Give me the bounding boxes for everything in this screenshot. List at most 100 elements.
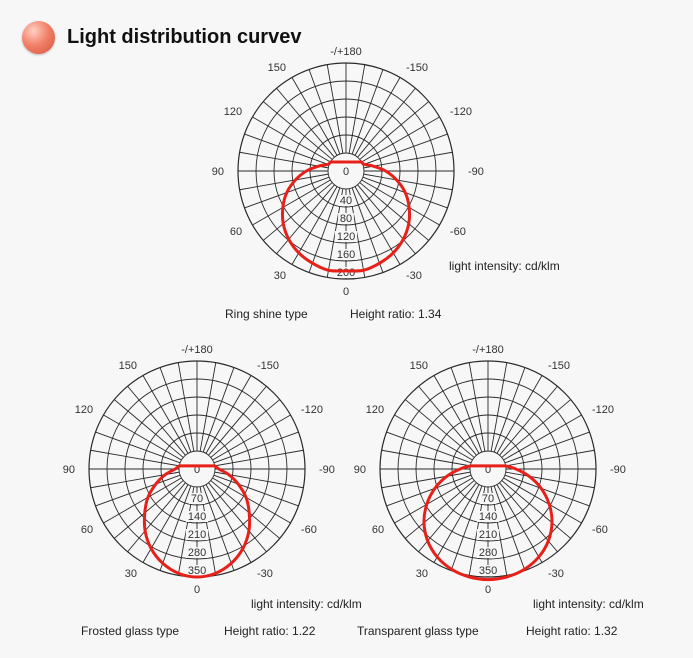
grid-spoke — [496, 375, 543, 454]
intensity-curve — [280, 160, 412, 273]
angle-label: -30 — [406, 270, 422, 282]
ring-label: 70 — [191, 493, 203, 505]
grid-spoke — [503, 414, 582, 461]
grid-spoke — [505, 449, 595, 467]
angle-label: 30 — [416, 568, 428, 580]
angle-label: 60 — [81, 524, 93, 536]
angle-label: 30 — [125, 568, 137, 580]
grid-spoke — [202, 485, 235, 571]
ring-label: 210 — [188, 529, 206, 541]
grid-spoke — [276, 184, 335, 255]
grid-spoke — [361, 116, 440, 163]
polar-chart-ring-shine: 0 40 80 120 160 200 -/+180 150 120 90 60 30 0 -30 -60 -… — [212, 46, 484, 298]
angle-label: 90 — [212, 166, 224, 178]
grid-spoke — [490, 362, 508, 452]
ring-label: 140 — [479, 511, 497, 523]
angle-label: -150 — [257, 360, 279, 372]
grid-spoke — [496, 484, 543, 563]
grid-spoke — [103, 414, 182, 461]
grid-spoke — [213, 431, 299, 464]
grid-spoke — [199, 362, 217, 452]
ring-label: 350 — [479, 565, 497, 577]
height-ratio-ring-shine: Height ratio: 1.34 — [350, 307, 442, 321]
grid-spoke — [404, 480, 475, 539]
grid-spoke — [503, 477, 582, 524]
angle-label: 60 — [372, 524, 384, 536]
grid-spoke — [501, 399, 572, 458]
angle-label: 120 — [75, 404, 93, 416]
angle-label: 90 — [354, 464, 366, 476]
polar-grid: 0 70 140 210 280 350 -/+180 150 120 90 60 30 0 -30 -60… — [354, 344, 626, 596]
angle-label: 90 — [63, 464, 75, 476]
grid-spoke — [142, 375, 189, 454]
height-ratio-frosted-glass: Height ratio: 1.22 — [224, 624, 316, 638]
angle-label: -120 — [592, 404, 614, 416]
ring-label-bg — [480, 493, 496, 504]
ring-label: 140 — [188, 511, 206, 523]
grid-spoke — [159, 485, 192, 571]
ring-label-bg — [483, 464, 493, 475]
grid-spoke — [159, 367, 192, 453]
ring-label: 200 — [337, 267, 355, 279]
grid-spoke — [354, 77, 401, 156]
grid-spoke — [291, 77, 338, 156]
angle-label: -60 — [450, 226, 466, 238]
ring-label: 280 — [188, 547, 206, 559]
polar-chart-frosted-glass: 0 70 140 210 280 350 -/+180 150 120 90 60 30 0 -30 -60… — [63, 344, 335, 596]
grid-spoke — [239, 151, 329, 169]
ring-label: 70 — [482, 493, 494, 505]
ring-label-bg — [334, 231, 358, 242]
grid-spoke — [363, 151, 453, 169]
ring-label-bg — [185, 529, 209, 540]
grid-spoke — [326, 64, 344, 154]
grid-spoke — [499, 385, 558, 456]
angle-label: -120 — [301, 404, 323, 416]
angle-label: -60 — [592, 524, 608, 536]
grid-spoke — [113, 480, 184, 539]
type-label-transparent-glass: Transparent glass type — [357, 624, 479, 638]
angle-label: -150 — [406, 62, 428, 74]
ring-label-bg — [334, 267, 358, 278]
unit-label-transparent-glass: light intensity: cd/klm — [533, 597, 644, 611]
angle-label: -90 — [610, 464, 626, 476]
grid-spoke — [276, 87, 335, 158]
grid-spoke — [214, 449, 304, 467]
grid-spoke — [357, 87, 416, 158]
grid-spoke — [433, 484, 480, 563]
intensity-curve — [422, 464, 554, 582]
grid-spoke — [90, 449, 180, 467]
grid-spoke — [359, 182, 430, 241]
grid-spoke — [351, 69, 384, 155]
grid-spoke — [357, 184, 416, 255]
angle-label: -/+180 — [181, 344, 213, 356]
grid-spoke — [210, 480, 281, 539]
ring-label: 0 — [194, 464, 200, 476]
grid-spoke — [359, 101, 430, 160]
angle-label: -90 — [468, 166, 484, 178]
grid-spoke — [103, 477, 182, 524]
grid-spoke — [208, 482, 267, 553]
angle-label: 0 — [194, 584, 200, 596]
ring-label-bg — [192, 464, 202, 475]
grid-spoke — [177, 362, 195, 452]
ring-label: 350 — [188, 565, 206, 577]
grid-spoke — [127, 385, 186, 456]
polar-grid: 0 40 80 120 160 200 -/+180 150 120 90 60 30 0 -30 -60 -… — [212, 46, 484, 298]
grid-spoke — [501, 480, 572, 539]
angle-label: 150 — [410, 360, 428, 372]
grid-spoke — [394, 414, 473, 461]
grid-spoke — [262, 182, 333, 241]
unit-label-ring-shine: light intensity: cd/klm — [449, 259, 560, 273]
angle-label: 120 — [224, 106, 242, 118]
angle-label: 120 — [366, 404, 384, 416]
angle-label: 0 — [343, 286, 349, 298]
grid-spoke — [127, 482, 186, 553]
angle-label: -30 — [257, 568, 273, 580]
grid-spoke — [505, 471, 595, 489]
grid-spoke — [252, 116, 331, 163]
grid-spoke — [433, 375, 480, 454]
ring-label-bg — [334, 249, 358, 260]
bullet-icon — [22, 20, 55, 54]
grid-spoke — [95, 431, 181, 464]
angle-label: -/+180 — [472, 344, 504, 356]
